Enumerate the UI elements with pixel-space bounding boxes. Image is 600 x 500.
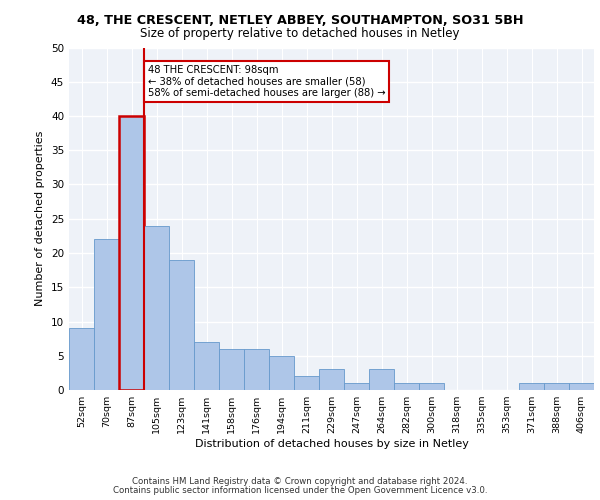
Bar [294,376,319,390]
Text: Size of property relative to detached houses in Netley: Size of property relative to detached ho… [140,27,460,40]
Bar [269,356,294,390]
Text: Contains HM Land Registry data © Crown copyright and database right 2024.: Contains HM Land Registry data © Crown c… [132,477,468,486]
Bar [219,349,244,390]
X-axis label: Distribution of detached houses by size in Netley: Distribution of detached houses by size … [194,439,469,449]
Bar [569,383,594,390]
Bar [244,349,269,390]
Y-axis label: Number of detached properties: Number of detached properties [35,131,46,306]
Bar [419,383,444,390]
Bar [94,240,119,390]
Bar [119,116,144,390]
Bar [394,383,419,390]
Bar [194,342,219,390]
Bar [544,383,569,390]
Bar [169,260,194,390]
Text: 48 THE CRESCENT: 98sqm
← 38% of detached houses are smaller (58)
58% of semi-det: 48 THE CRESCENT: 98sqm ← 38% of detached… [148,64,385,98]
Bar [144,226,169,390]
Text: Contains public sector information licensed under the Open Government Licence v3: Contains public sector information licen… [113,486,487,495]
Bar [319,370,344,390]
Bar [344,383,369,390]
Bar [519,383,544,390]
Bar [69,328,94,390]
Bar [369,370,394,390]
Text: 48, THE CRESCENT, NETLEY ABBEY, SOUTHAMPTON, SO31 5BH: 48, THE CRESCENT, NETLEY ABBEY, SOUTHAMP… [77,14,523,27]
